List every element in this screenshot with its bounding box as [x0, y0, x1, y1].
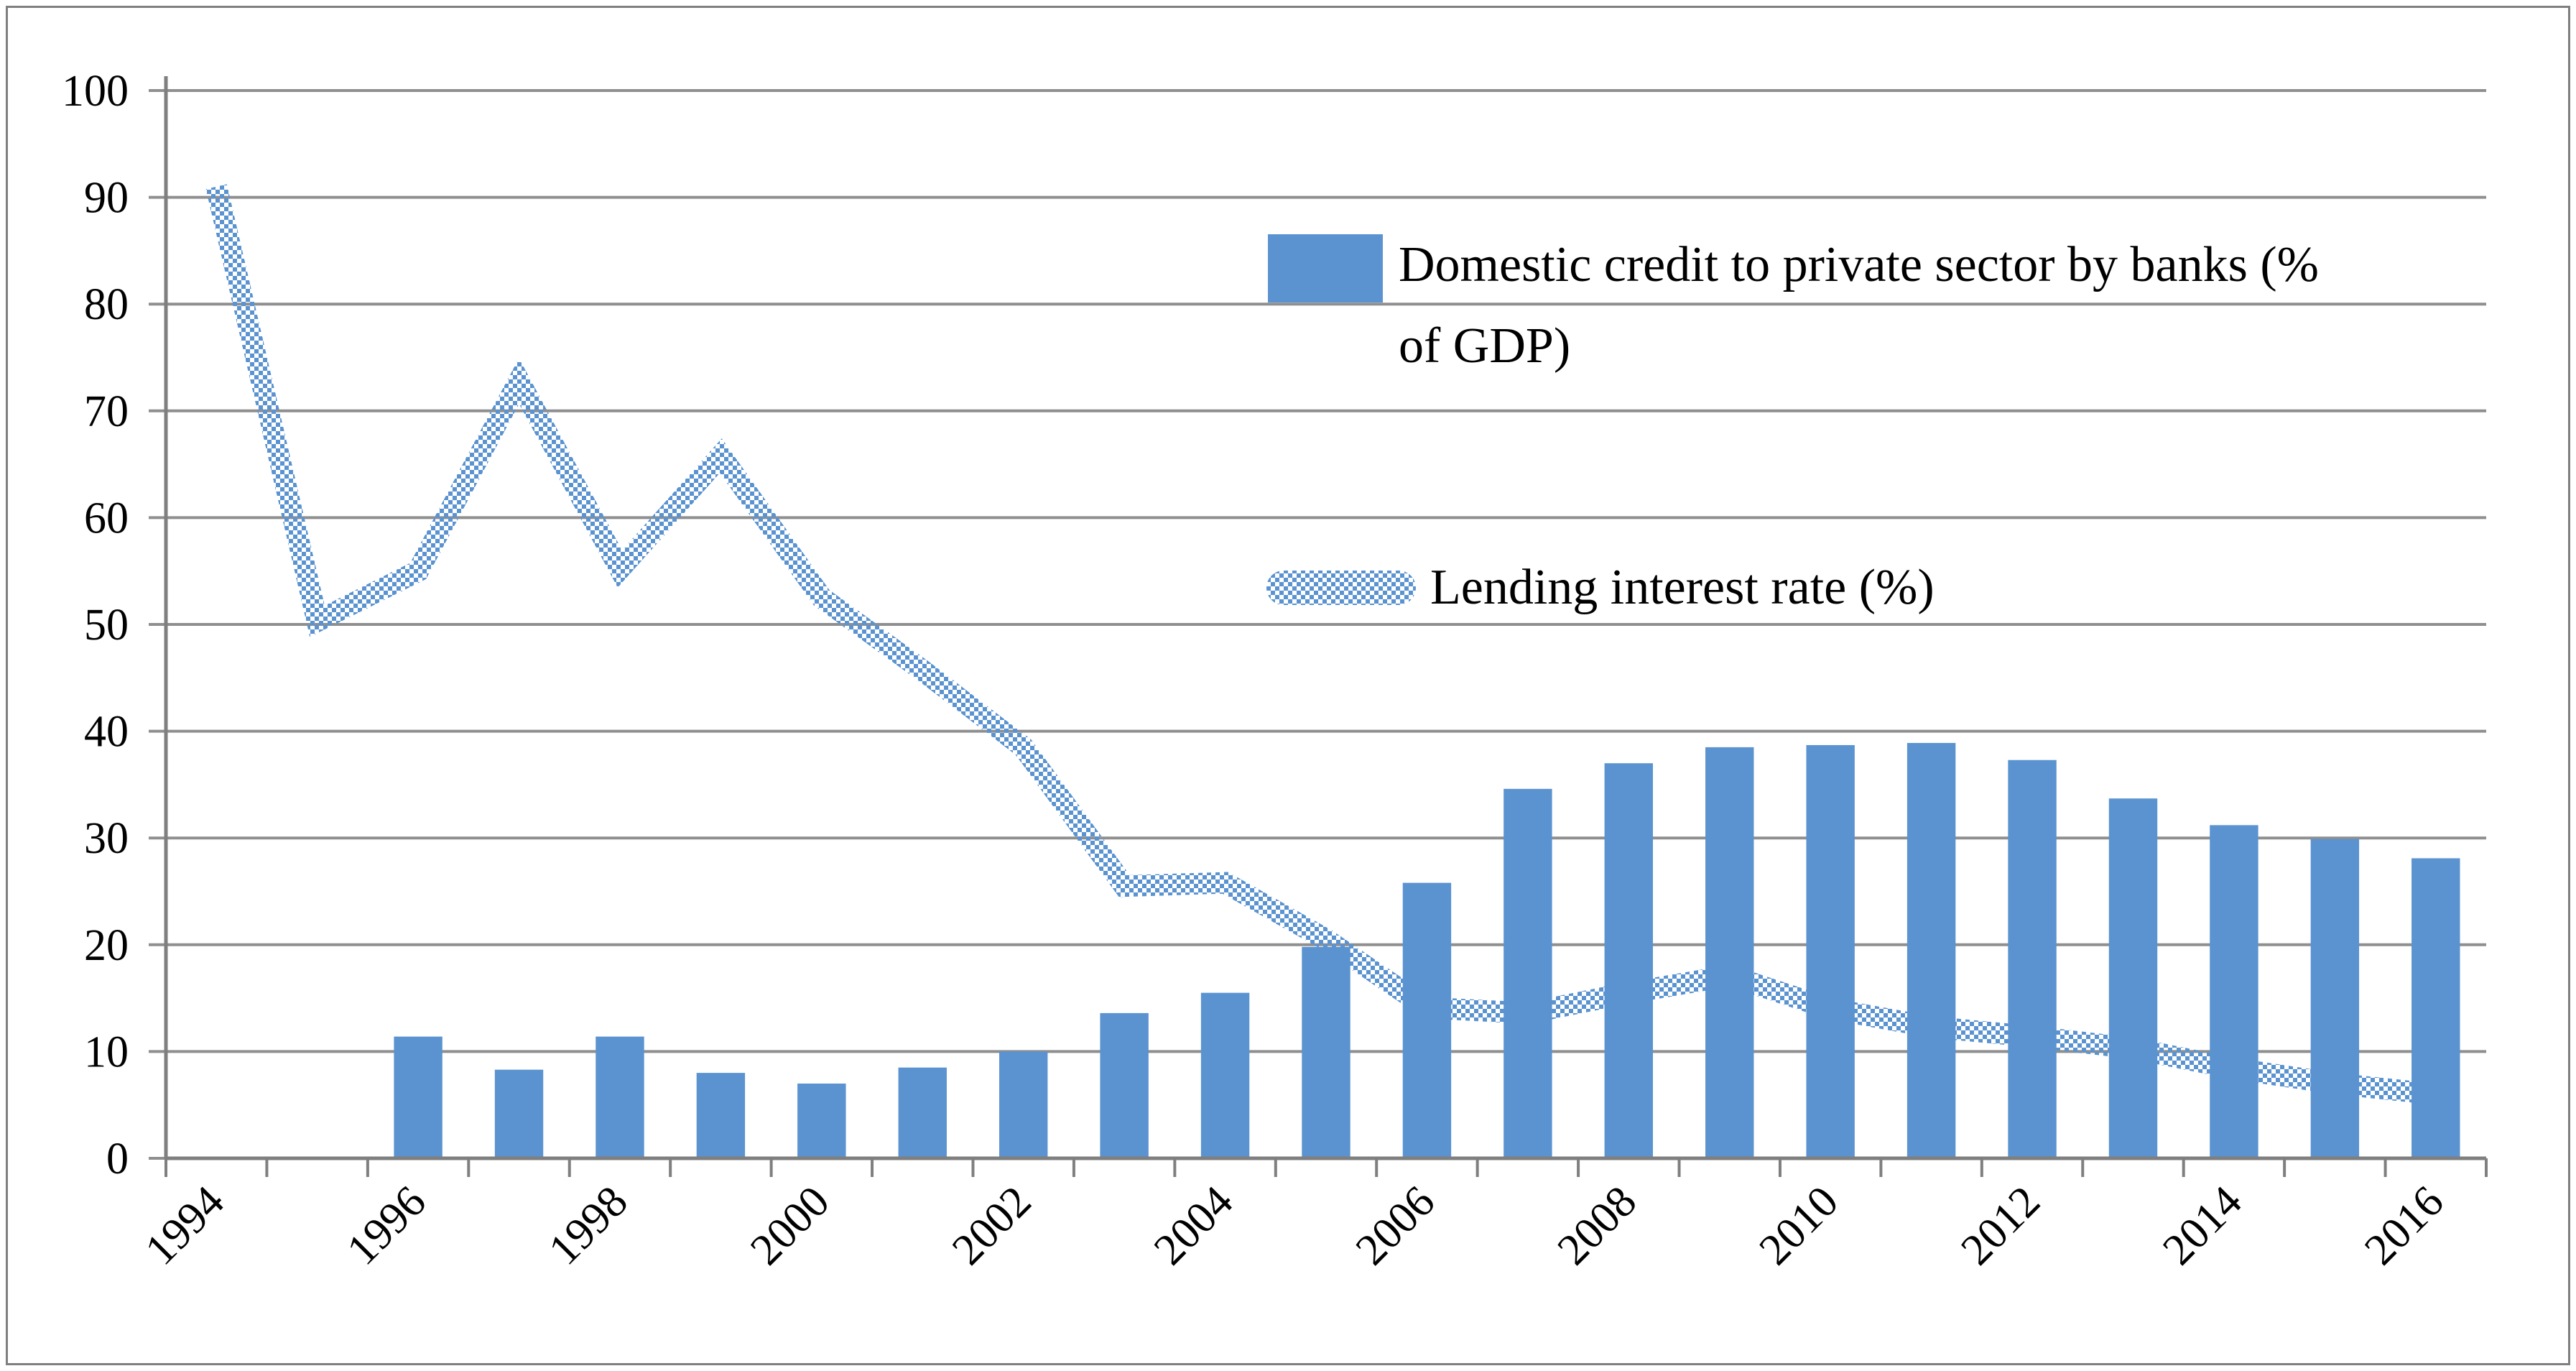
line-series-swatch	[1266, 571, 1416, 605]
legend-item-domestic-credit: Domestic credit to private sector by ban…	[1268, 224, 2519, 387]
svg-text:10: 10	[84, 1028, 129, 1076]
svg-text:2006: 2006	[1347, 1177, 1445, 1275]
line-series-label: Lending interest rate (%)	[1430, 560, 1935, 615]
legend-item-lending-rate: Lending interest rate (%)	[1262, 548, 1935, 628]
svg-text:90: 90	[84, 174, 129, 223]
svg-text:70: 70	[84, 387, 129, 436]
svg-text:1998: 1998	[539, 1177, 637, 1275]
svg-text:80: 80	[84, 280, 129, 329]
axes	[164, 76, 2488, 1177]
bar-series-label-line2: of GDP)	[1399, 318, 1571, 374]
svg-text:50: 50	[84, 601, 129, 650]
svg-text:2012: 2012	[1952, 1177, 2049, 1275]
svg-text:2014: 2014	[2154, 1177, 2251, 1275]
gridlines	[149, 89, 2486, 1160]
svg-text:2016: 2016	[2355, 1177, 2453, 1275]
svg-text:40: 40	[84, 708, 129, 757]
bar-series-domestic-credit	[394, 742, 2460, 1158]
svg-text:60: 60	[84, 494, 129, 543]
svg-text:2002: 2002	[943, 1177, 1041, 1275]
svg-text:2000: 2000	[741, 1177, 839, 1275]
svg-text:30: 30	[84, 814, 129, 863]
bar-series-label: Domestic credit to private sector by ban…	[1399, 224, 2519, 387]
svg-text:1996: 1996	[338, 1177, 435, 1275]
bar-series-label-line1: Domestic credit to private sector by ban…	[1399, 237, 2319, 292]
svg-text:20: 20	[84, 921, 129, 970]
svg-text:2008: 2008	[1548, 1177, 1646, 1275]
bar-series-swatch	[1268, 234, 1383, 303]
svg-text:0: 0	[106, 1135, 129, 1183]
line-series-lending-rate	[205, 184, 2437, 1105]
svg-text:1994: 1994	[136, 1177, 233, 1275]
svg-text:2010: 2010	[1750, 1177, 1848, 1275]
svg-text:100: 100	[62, 67, 129, 116]
svg-text:2004: 2004	[1145, 1177, 1243, 1275]
